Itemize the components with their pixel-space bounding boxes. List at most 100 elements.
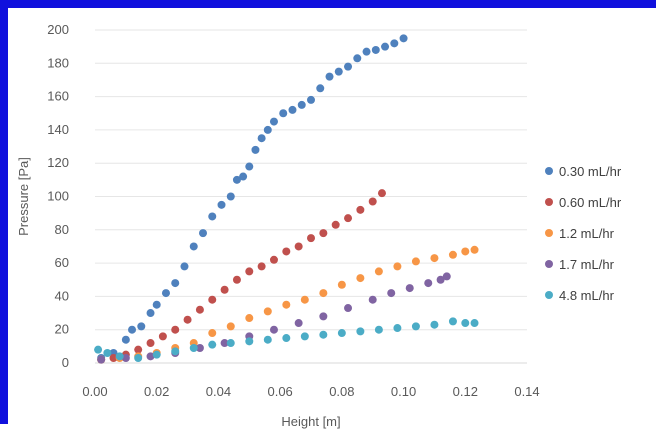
- data-point: [134, 345, 143, 354]
- x-tick-label: 0.06: [267, 384, 292, 399]
- data-point: [208, 212, 217, 221]
- data-point: [307, 234, 315, 243]
- data-point: [171, 325, 180, 334]
- data-point: [239, 172, 248, 181]
- data-point: [448, 250, 457, 259]
- x-tick-label: 0.10: [391, 384, 416, 399]
- data-point: [319, 229, 328, 238]
- legend-label: 0.60 mL/hr: [559, 195, 622, 210]
- data-point: [226, 322, 235, 331]
- data-point: [430, 254, 439, 263]
- data-point: [448, 317, 457, 326]
- data-point: [461, 319, 470, 328]
- data-point: [263, 335, 272, 344]
- y-axis-title: Pressure [Pa]: [16, 157, 31, 236]
- legend-marker: [545, 291, 553, 299]
- data-point: [152, 300, 161, 309]
- data-point: [109, 354, 118, 363]
- data-point: [94, 345, 103, 354]
- data-point: [307, 95, 315, 104]
- y-tick-label: 40: [55, 288, 69, 303]
- data-point: [294, 319, 303, 328]
- series-1: [97, 34, 408, 363]
- data-point: [344, 304, 353, 313]
- y-tick-label: 160: [47, 89, 69, 104]
- x-tick-label: 0.04: [206, 384, 231, 399]
- legend-label: 1.7 mL/hr: [559, 257, 615, 272]
- data-point: [146, 352, 155, 361]
- data-point: [245, 337, 254, 346]
- data-point: [297, 100, 306, 109]
- data-point: [134, 354, 143, 363]
- data-point: [137, 322, 146, 331]
- data-point: [146, 309, 155, 318]
- y-tick-label: 180: [47, 55, 69, 70]
- data-point: [161, 289, 170, 298]
- data-point: [232, 175, 241, 184]
- data-point: [208, 340, 217, 349]
- data-point: [405, 284, 414, 293]
- data-point: [344, 62, 353, 71]
- data-point: [226, 339, 235, 348]
- data-point: [353, 54, 362, 63]
- y-tick-label: 80: [55, 222, 69, 237]
- data-point: [97, 355, 106, 364]
- data-point: [152, 350, 161, 359]
- data-point: [208, 329, 217, 338]
- data-point: [251, 145, 260, 154]
- data-point: [288, 105, 297, 114]
- data-point: [470, 245, 479, 254]
- data-point: [430, 320, 439, 329]
- y-tick-label: 100: [47, 189, 69, 204]
- data-point: [103, 349, 112, 358]
- y-tick-labels: 0 20 40 60 80 100 120 140 160 180 200: [47, 22, 69, 370]
- x-tick-label: 0.12: [453, 384, 478, 399]
- data-point: [399, 34, 408, 43]
- data-point: [393, 262, 402, 271]
- y-tick-label: 0: [62, 355, 69, 370]
- legend-marker: [545, 260, 553, 268]
- series-4: [97, 272, 451, 364]
- data-point: [282, 247, 291, 256]
- data-point: [226, 192, 235, 201]
- data-point: [368, 295, 377, 304]
- legend-marker: [545, 167, 553, 175]
- data-point: [344, 214, 353, 223]
- data-point: [171, 347, 180, 356]
- y-tick-label: 120: [47, 155, 69, 170]
- data-point: [245, 162, 254, 171]
- data-point: [374, 267, 383, 276]
- data-point: [374, 325, 383, 334]
- data-point: [436, 275, 445, 284]
- data-point: [461, 247, 470, 256]
- data-point: [381, 42, 390, 51]
- y-tick-label: 140: [47, 122, 69, 137]
- data-point: [411, 257, 420, 266]
- series-5: [94, 317, 479, 363]
- data-point: [121, 354, 130, 363]
- data-point: [257, 134, 266, 143]
- data-point: [337, 329, 346, 338]
- data-point: [263, 125, 272, 134]
- data-point: [158, 332, 167, 341]
- legend-label: 1.2 mL/hr: [559, 226, 615, 241]
- legend-marker: [545, 229, 553, 237]
- x-tick-labels: 0.00 0.02 0.04 0.06 0.08 0.10 0.12 0.14: [82, 384, 539, 399]
- data-point: [269, 325, 278, 334]
- data-point: [146, 339, 155, 348]
- data-point: [269, 255, 278, 264]
- data-points: [94, 34, 479, 364]
- data-point: [195, 344, 204, 353]
- data-point: [470, 319, 479, 328]
- data-point: [377, 189, 386, 198]
- legend-marker: [545, 198, 553, 206]
- data-point: [356, 327, 365, 336]
- y-tick-label: 200: [47, 22, 69, 37]
- data-point: [189, 242, 198, 251]
- legend: 0.30 mL/hr 0.60 mL/hr 1.2 mL/hr 1.7 mL/hr 4.…: [545, 164, 622, 303]
- data-point: [334, 67, 343, 76]
- data-point: [390, 39, 399, 48]
- y-tick-label: 20: [55, 322, 69, 337]
- data-point: [300, 295, 309, 304]
- x-tick-label: 0.00: [82, 384, 107, 399]
